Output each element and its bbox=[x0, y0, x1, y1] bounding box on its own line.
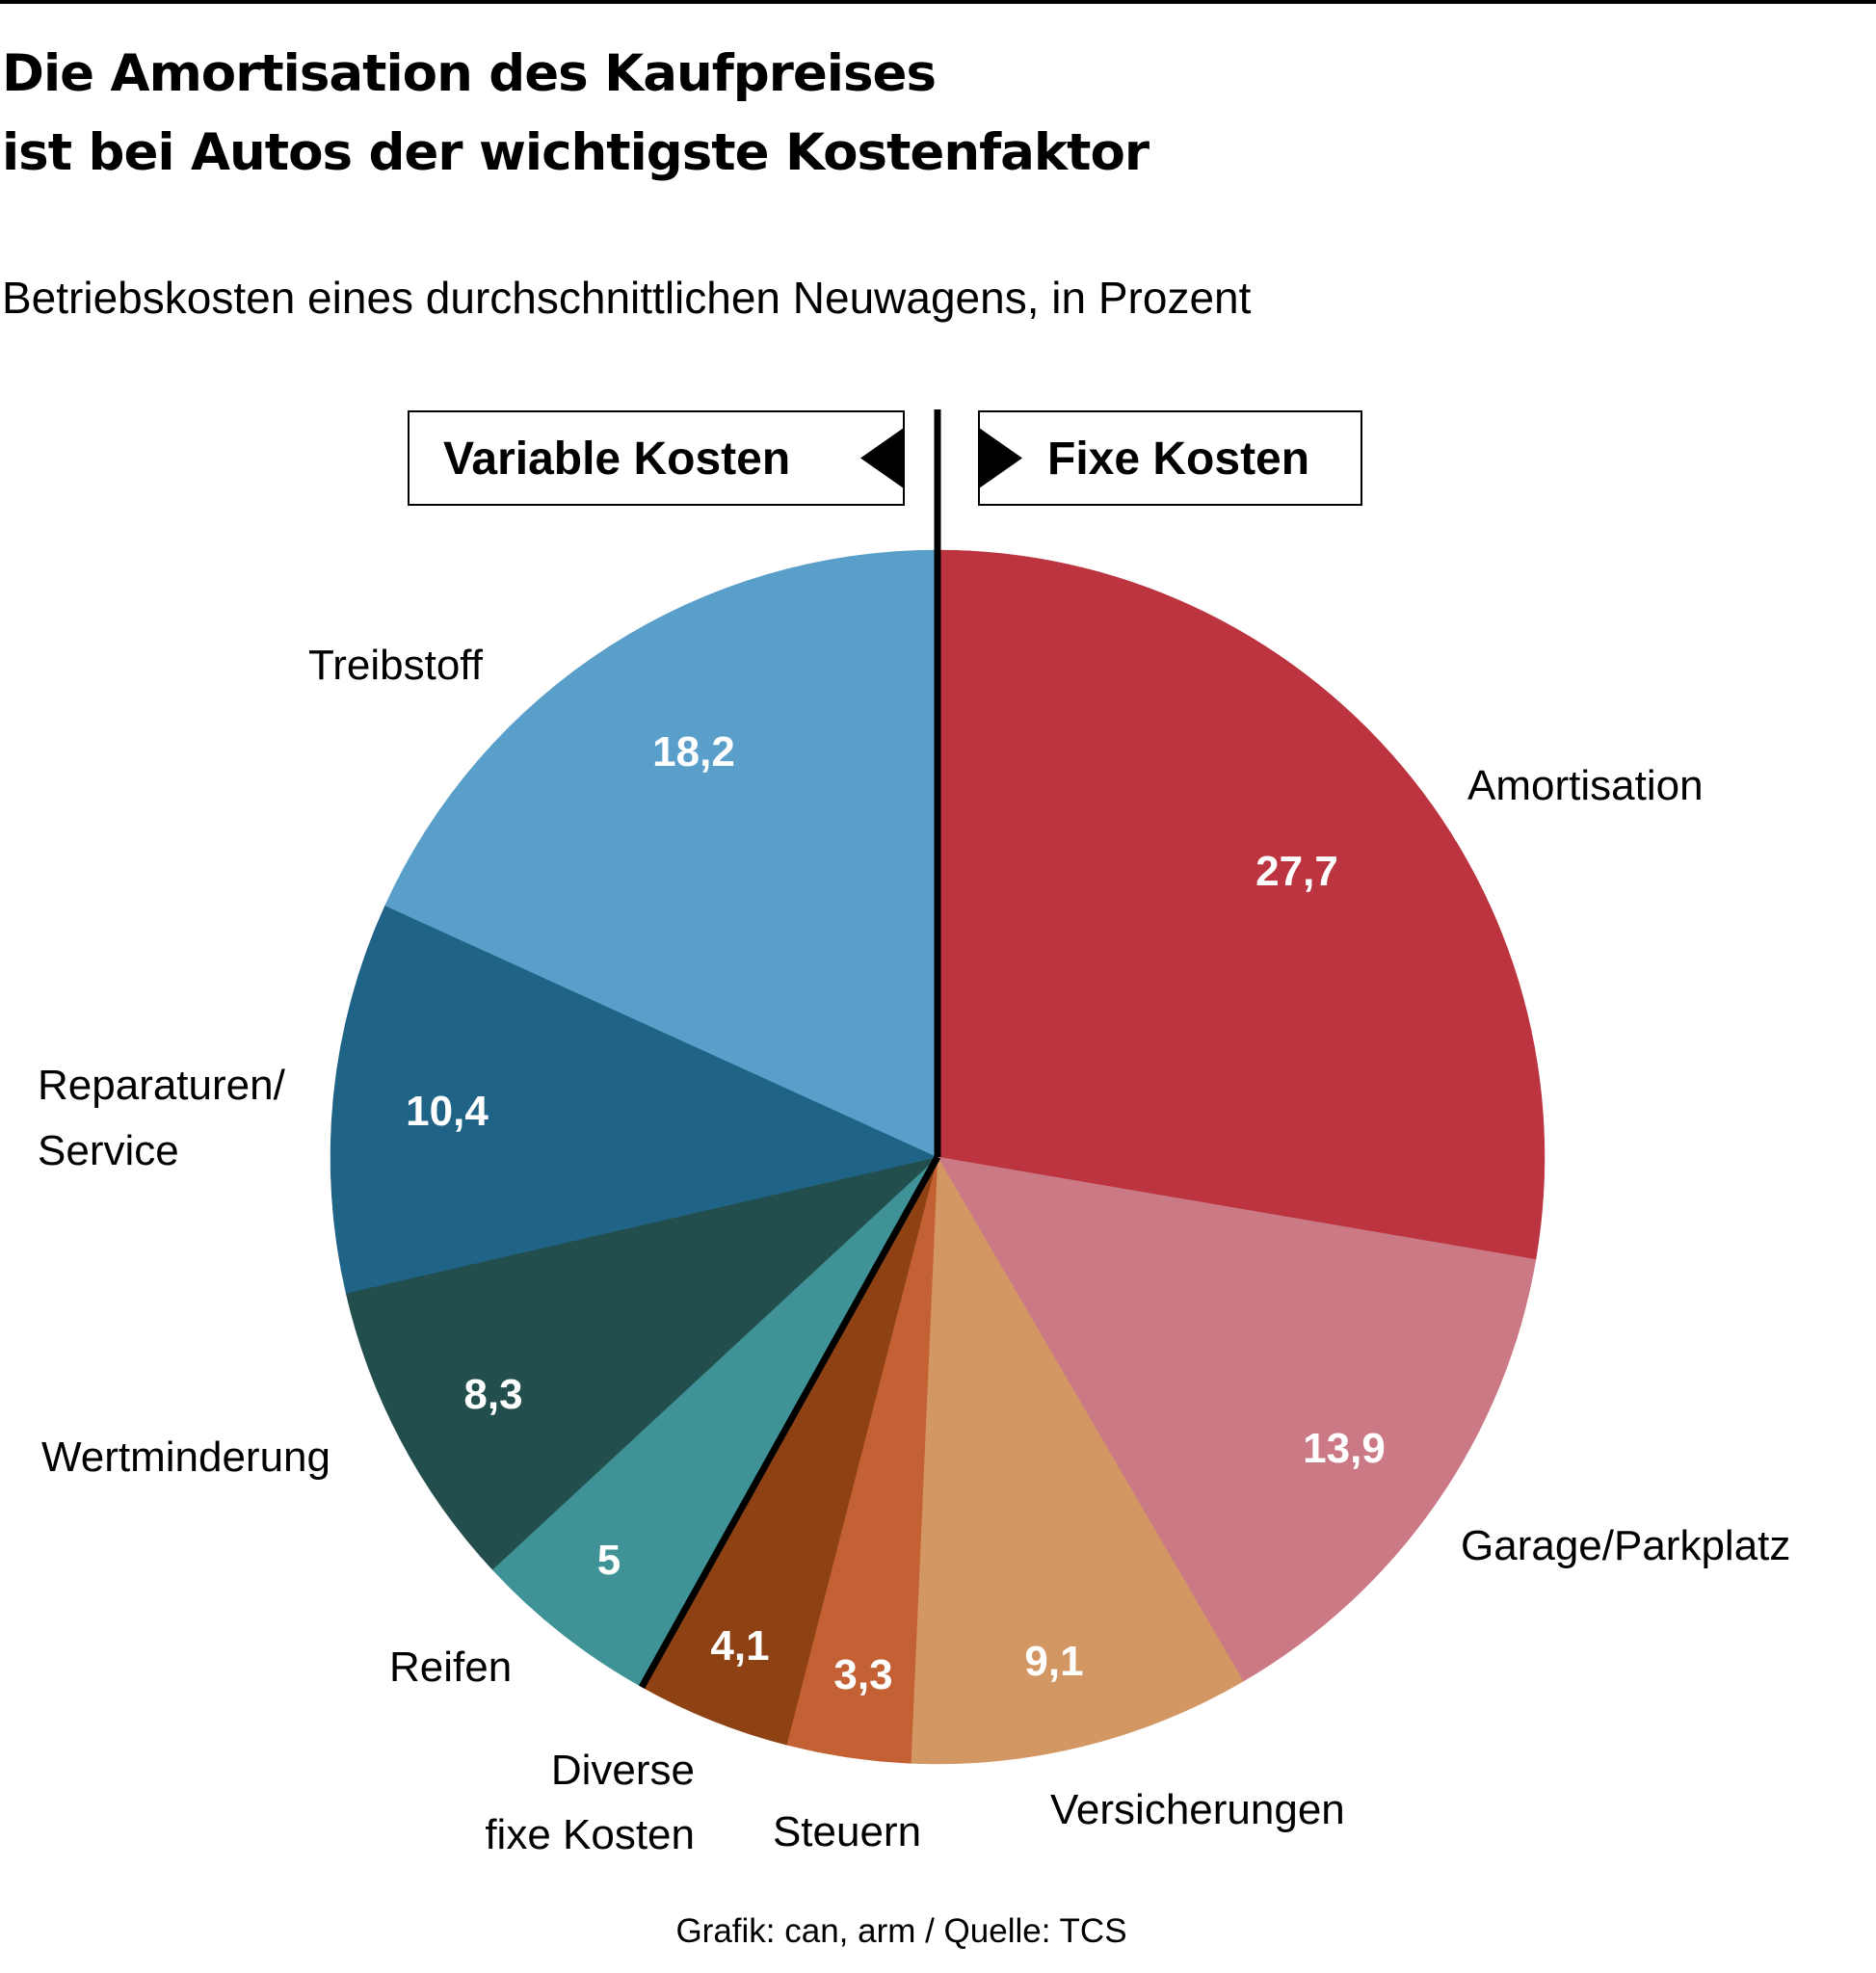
slice-value-versicherungen: 9,1 bbox=[1024, 1638, 1083, 1685]
chart-subtitle: Betriebskosten eines durchschnittlichen … bbox=[2, 273, 1252, 323]
slice-value-garage-parkplatz: 13,9 bbox=[1303, 1425, 1386, 1472]
chart-title: Die Amortisation des Kaufpreises ist bei… bbox=[2, 35, 1149, 193]
slice-value-reparaturen: 10,4 bbox=[406, 1088, 489, 1135]
arrow-right-icon bbox=[979, 428, 1022, 488]
slice-label-wertminderung: Wertminderung bbox=[41, 1434, 330, 1481]
pie-slice-amortisation bbox=[937, 549, 1546, 1260]
pie-slice-garage-parkplatz bbox=[937, 1156, 1537, 1682]
title-line-2: ist bei Autos der wichtigste Kostenfakto… bbox=[2, 123, 1149, 182]
legend-variable-costs: Variable Kosten bbox=[408, 410, 905, 506]
pie-slice-wertminderung bbox=[345, 1156, 938, 1570]
slice-label-amortisation: Amortisation bbox=[1467, 762, 1704, 809]
slice-label-treibstoff: Treibstoff bbox=[308, 642, 484, 689]
slice-label-reparaturen-line-1: Reparaturen/ bbox=[38, 1062, 286, 1109]
slice-value-steuern: 3,3 bbox=[833, 1651, 892, 1698]
slice-value-diverse: 4,1 bbox=[710, 1622, 769, 1670]
pie-slice-reparaturen-service bbox=[330, 905, 938, 1294]
legend-fixed-box bbox=[978, 410, 1362, 506]
pie-slice-treibstoff bbox=[384, 549, 938, 1158]
slice-label-diverse-line-2: fixe Kosten bbox=[485, 1811, 695, 1858]
legend-variable-box bbox=[408, 410, 905, 506]
legend-variable-label: Variable Kosten bbox=[443, 434, 790, 485]
slice-label-reparaturen-line-2: Service bbox=[38, 1127, 179, 1174]
slice-value-amortisation: 27,7 bbox=[1255, 848, 1338, 895]
legend-fixed-label: Fixe Kosten bbox=[1047, 434, 1309, 485]
source-text: Grafik: can, arm / Quelle: TCS bbox=[675, 1912, 1127, 1950]
arrow-left-icon bbox=[860, 428, 904, 488]
slice-label-diverse-line-1: Diverse bbox=[551, 1747, 695, 1794]
legend-fixed-costs: Fixe Kosten bbox=[978, 410, 1362, 506]
slice-value-reifen: 5 bbox=[597, 1537, 621, 1584]
slice-label-versicherungen: Versicherungen bbox=[1050, 1786, 1345, 1833]
pie-slice-versicherungen bbox=[911, 1156, 1244, 1765]
top-rule bbox=[0, 0, 1876, 4]
slice-value-wertminderung: 8,3 bbox=[463, 1371, 522, 1418]
pie-slice-reifen bbox=[491, 1156, 938, 1688]
slice-label-steuern: Steuern bbox=[773, 1808, 921, 1855]
pie-chart: Variable Kosten Fixe Kosten Amortisation… bbox=[38, 409, 1790, 1858]
slice-label-garage-parkplatz: Garage/Parkplatz bbox=[1461, 1522, 1790, 1569]
slice-label-reifen: Reifen bbox=[389, 1644, 512, 1691]
slice-value-treibstoff: 18,2 bbox=[652, 728, 735, 776]
title-line-1: Die Amortisation des Kaufpreises bbox=[2, 44, 937, 103]
group-divider-bottom bbox=[638, 1155, 941, 1689]
pie-slices bbox=[330, 549, 1546, 1765]
source-credit: Grafik: can, arm / Quelle: TCS bbox=[0, 1912, 1876, 1951]
